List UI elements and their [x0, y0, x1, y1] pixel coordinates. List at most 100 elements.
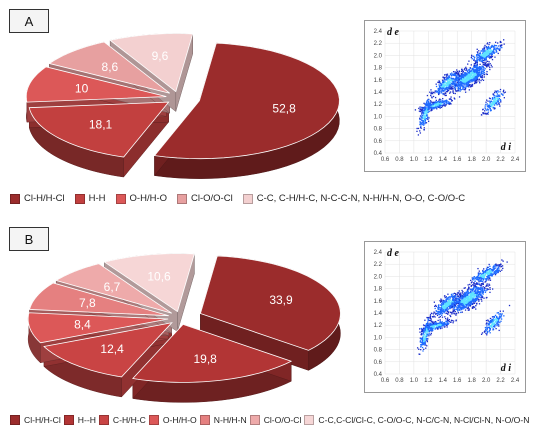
pie-slice-3 — [25, 66, 167, 103]
y-tick-label: 0.8 — [374, 348, 383, 354]
pie-slice-6 — [55, 263, 172, 314]
pie-value-label-2: 19,8 — [194, 352, 218, 366]
legend-swatch — [98, 415, 109, 425]
x-tick-label: 0.6 — [381, 157, 390, 163]
y-tick-label: 0.8 — [374, 127, 383, 133]
pie-slice-1 — [199, 255, 341, 351]
pie-slice-5 — [29, 282, 169, 317]
legend-swatch — [115, 193, 126, 204]
x-tick-label: 2.0 — [482, 157, 491, 163]
x-tick-label: 1.0 — [410, 378, 419, 384]
legend-label: H-H — [88, 193, 106, 204]
legend-label: Cl-H/H-Cl — [24, 415, 61, 425]
legend-swatch — [10, 415, 20, 425]
pie-slice-2 — [28, 101, 170, 158]
b-legend-item-7: C-C,C-Cl/Cl-C, C-O/O-C, N-C/C-N, N-Cl/Cl… — [304, 415, 529, 425]
fingerprint-plot-a: 0.6 0.8 1.0 1.2 1.4 1.6 1.8 2.0 2.2 2.4 0.4 0.6 0.8 1… — [364, 20, 526, 172]
y-tick-label: 1.8 — [374, 287, 383, 293]
x-tick-label: 2.0 — [482, 378, 491, 384]
panel-a: A 52,8 18,1 10 8,6 9,6 0.6 0.8 1.0 1.2 1.4 1.6 1.8… — [9, 9, 544, 204]
legend-label: N-H/H-N — [213, 415, 247, 425]
y-tick-label: 0.6 — [374, 360, 383, 366]
pie-value-label-4: 8,6 — [102, 60, 119, 74]
x-axis-label: d i — [501, 142, 512, 153]
x-tick-label: 0.8 — [395, 157, 404, 163]
b-legend-item-2: H--H — [63, 415, 96, 425]
fingerprint-points — [414, 39, 506, 136]
b-legend-item-5: N-H/H-N — [199, 415, 247, 425]
x-tick-label: 1.2 — [424, 378, 433, 384]
a-legend-item-5: C-C, C-H/H-C, N-C-C-N, N-H/H-N, O-O, C-O… — [242, 193, 466, 204]
legend-label: C-C, C-H/H-C, N-C-C-N, N-H/H-N, O-O, C-O… — [256, 193, 466, 204]
x-tick-label: 1.8 — [467, 378, 476, 384]
y-tick-label: 0.6 — [374, 139, 383, 145]
y-tick-label: 0.4 — [374, 372, 383, 378]
legend-swatch — [74, 193, 85, 204]
x-tick-label: 1.6 — [453, 378, 462, 384]
pie-value-label-3: 10 — [75, 82, 89, 96]
pie-slice-4 — [48, 41, 170, 94]
legend-b: Cl-H/H-Cl H--H C-H/H-C O-H/H-O N-H/H-N Cl-O/O… — [10, 415, 544, 425]
legend-swatch — [199, 415, 210, 425]
pie-slice-3 — [43, 322, 173, 378]
y-tick-label: 0.4 — [374, 151, 383, 157]
y-tick-label: 1.2 — [374, 102, 383, 108]
legend-swatch — [304, 415, 315, 425]
panel-label-b: B — [9, 227, 49, 251]
panel-b: B 33,9 19,8 12,4 8,4 7,8 6,7 10,6 0.6 0.8 1.0 1.2… — [0, 218, 550, 432]
y-tick-label: 1.2 — [374, 323, 383, 329]
x-tick-label: 2.2 — [496, 157, 505, 163]
legend-label: Cl-O/O-Cl — [191, 193, 233, 204]
pie-chart-b: 33,9 19,8 12,4 8,4 7,8 6,7 10,6 — [27, 253, 341, 403]
x-tick-label: 1.4 — [439, 157, 448, 163]
pie-slice-4 — [27, 312, 169, 344]
b-legend-item-4: O-H/H-O — [148, 415, 197, 425]
x-axis-label: d i — [501, 363, 512, 374]
x-tick-label: 1.4 — [439, 378, 448, 384]
pie-slice-1 — [153, 42, 340, 160]
legend-a: Cl-H/H-Cl H-H O-H/H-O Cl-O/O-Cl C-C, C-H/H-C… — [10, 193, 544, 204]
y-tick-label: 1.6 — [374, 78, 383, 84]
legend-label: O-H/H-O — [162, 415, 197, 425]
y-tick-label: 1.8 — [374, 66, 383, 72]
b-legend-item-3: C-H/H-C — [98, 415, 146, 425]
pie-value-label-3: 12,4 — [100, 342, 124, 356]
legend-swatch — [10, 193, 20, 204]
a-legend-item-1: Cl-H/H-Cl — [10, 193, 65, 204]
pie-value-label-4: 8,4 — [74, 318, 91, 332]
y-tick-label: 2.4 — [374, 250, 383, 256]
legend-label: H--H — [77, 415, 96, 425]
x-tick-label: 0.6 — [381, 378, 390, 384]
legend-swatch — [148, 415, 159, 425]
b-legend-item-1: Cl-H/H-Cl — [10, 415, 61, 425]
y-tick-label: 1.6 — [374, 299, 383, 305]
pie-chart-a: 52,8 18,1 10 8,6 9,6 — [25, 33, 340, 179]
x-tick-label: 2.2 — [496, 378, 505, 384]
pie-value-label-5: 7,8 — [79, 296, 96, 310]
y-tick-label: 1.4 — [374, 90, 383, 96]
pie-value-label-5: 9,6 — [152, 49, 169, 63]
panel-label-a: A — [9, 9, 49, 33]
y-tick-label: 1.0 — [374, 114, 383, 120]
x-tick-label: 1.0 — [410, 157, 419, 163]
y-tick-label: 2.2 — [374, 262, 383, 268]
legend-label: Cl-H/H-Cl — [24, 193, 65, 204]
legend-swatch — [249, 415, 260, 425]
x-tick-label: 2.4 — [511, 378, 520, 384]
legend-swatch — [242, 193, 253, 204]
x-tick-label: 2.4 — [511, 157, 520, 163]
pie-value-label-1: 33,9 — [269, 293, 293, 307]
pie-value-label-1: 52,8 — [272, 102, 296, 116]
y-tick-label: 2.0 — [374, 274, 383, 280]
pie-value-label-7: 10,6 — [147, 269, 171, 283]
y-tick-label: 1.0 — [374, 335, 383, 341]
legend-swatch — [63, 415, 74, 425]
x-tick-label: 1.8 — [467, 157, 476, 163]
x-tick-label: 1.2 — [424, 157, 433, 163]
x-tick-label: 1.6 — [453, 157, 462, 163]
y-tick-label: 1.4 — [374, 311, 383, 317]
y-tick-label: 2.0 — [374, 53, 383, 59]
pie-slice-7 — [103, 253, 195, 313]
a-legend-item-4: Cl-O/O-Cl — [177, 193, 233, 204]
legend-label: O-H/H-O — [129, 193, 167, 204]
